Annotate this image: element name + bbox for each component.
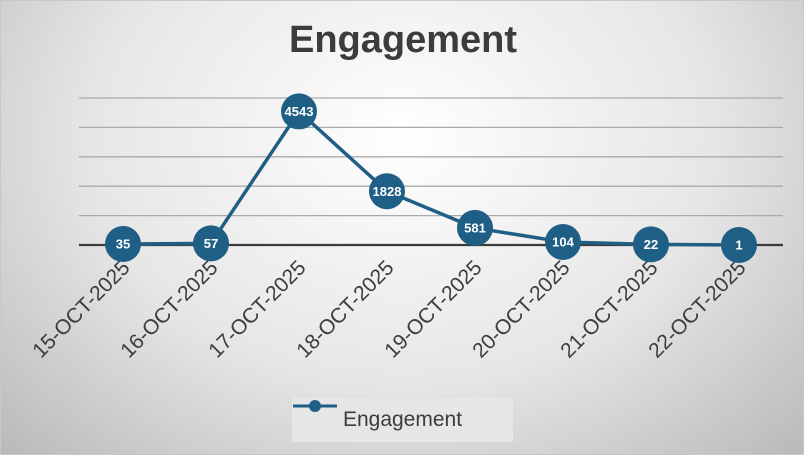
data-label: 1 [735, 237, 742, 252]
chart-title: Engagement [288, 19, 518, 61]
data-label: 104 [552, 234, 574, 249]
data-point [105, 225, 141, 262]
data-point [545, 223, 581, 260]
data-point [633, 226, 669, 263]
legend: Engagement [292, 398, 513, 442]
legend-label: Engagement [342, 408, 463, 431]
data-label: 35 [116, 236, 130, 251]
data-point [193, 225, 229, 262]
data-label: 581 [464, 220, 486, 235]
data-point [457, 209, 493, 246]
data-point [721, 226, 757, 263]
data-label: 4543 [285, 104, 314, 119]
data-label: 57 [204, 236, 218, 251]
series-line [122, 109, 740, 247]
data-label: 22 [644, 237, 658, 252]
data-point [369, 173, 405, 210]
data-point [281, 93, 317, 130]
legend-marker-icon [293, 400, 337, 412]
data-label: 1828 [373, 184, 402, 199]
